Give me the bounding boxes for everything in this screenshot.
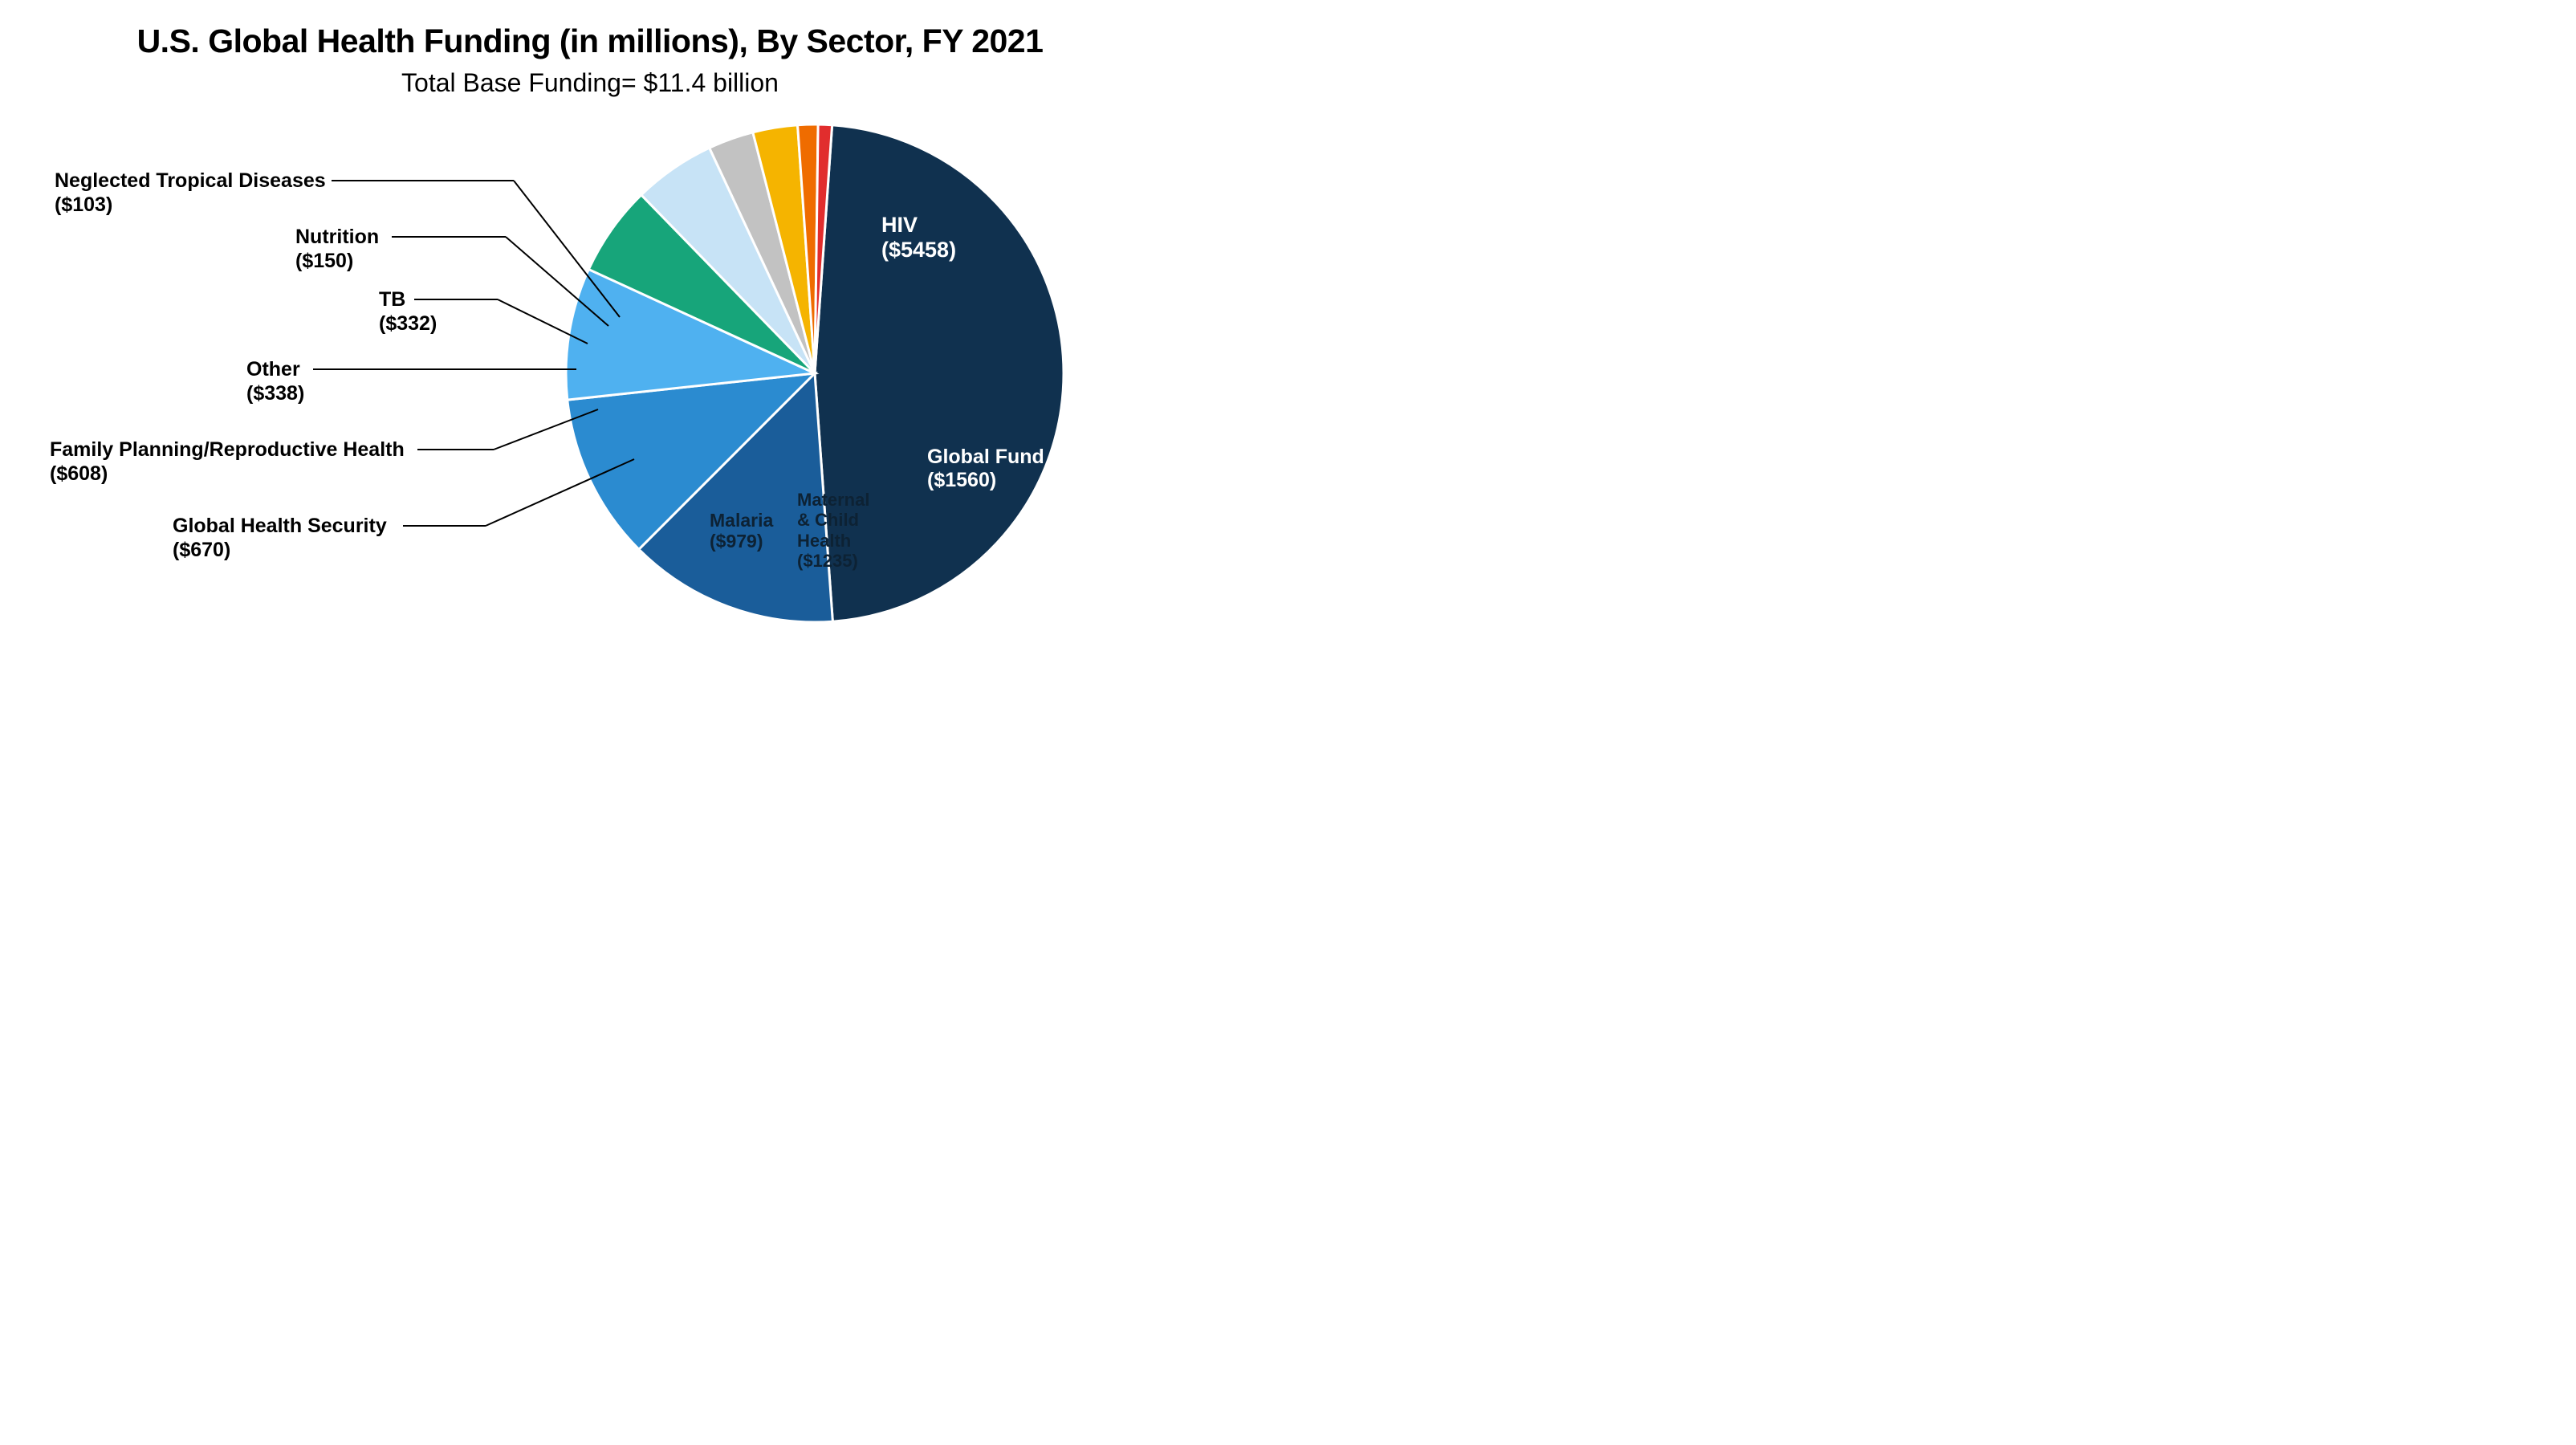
ext-label-other-l2: ($338) bbox=[246, 381, 304, 405]
ext-label-fprh-l2: ($608) bbox=[50, 462, 405, 486]
ext-label-nut-l1: Nutrition bbox=[295, 225, 379, 249]
slice-label-mch-l2: & Child bbox=[797, 510, 869, 530]
ext-label-ghs-l1: Global Health Security bbox=[173, 514, 387, 538]
slice-label-gf-value: ($1560) bbox=[927, 469, 1044, 492]
slice-label-mal-l1: Malaria bbox=[710, 510, 773, 531]
slice-label-hiv-name: HIV bbox=[881, 213, 956, 238]
ext-label-fprh: Family Planning/Reproductive Health ($60… bbox=[50, 438, 405, 486]
ext-label-nutrition: Nutrition ($150) bbox=[295, 225, 379, 273]
slice-label-hiv: HIV ($5458) bbox=[881, 213, 956, 263]
ext-label-nut-l2: ($150) bbox=[295, 249, 379, 273]
ext-label-tb: TB ($332) bbox=[379, 287, 437, 336]
slice-label-mch-l1: Maternal bbox=[797, 490, 869, 510]
slice-label-mal-l2: ($979) bbox=[710, 531, 773, 552]
ext-label-other: Other ($338) bbox=[246, 357, 304, 405]
slice-label-hiv-value: ($5458) bbox=[881, 238, 956, 263]
ext-label-other-l1: Other bbox=[246, 357, 304, 381]
ext-label-ghs-l2: ($670) bbox=[173, 538, 387, 562]
chart-subtitle: Total Base Funding= $11.4 billion bbox=[401, 68, 779, 98]
slice-label-mch-l4: ($1235) bbox=[797, 551, 869, 571]
ext-label-tb-l1: TB bbox=[379, 287, 437, 311]
slice-label-mch-l3: Health bbox=[797, 531, 869, 551]
slice-label-gf-name: Global Fund bbox=[927, 446, 1044, 469]
ext-label-ntd-l2: ($103) bbox=[55, 193, 326, 217]
slice-label-mch: Maternal & Child Health ($1235) bbox=[797, 490, 869, 571]
slice-label-global-fund: Global Fund ($1560) bbox=[927, 446, 1044, 492]
ext-label-fprh-l1: Family Planning/Reproductive Health bbox=[50, 438, 405, 462]
ext-label-ghs: Global Health Security ($670) bbox=[173, 514, 387, 562]
ext-label-ntd: Neglected Tropical Diseases ($103) bbox=[55, 169, 326, 217]
slice-label-malaria: Malaria ($979) bbox=[710, 510, 773, 552]
ext-label-tb-l2: ($332) bbox=[379, 311, 437, 336]
chart-title: U.S. Global Health Funding (in millions)… bbox=[137, 22, 1044, 60]
ext-label-ntd-l1: Neglected Tropical Diseases bbox=[55, 169, 326, 193]
